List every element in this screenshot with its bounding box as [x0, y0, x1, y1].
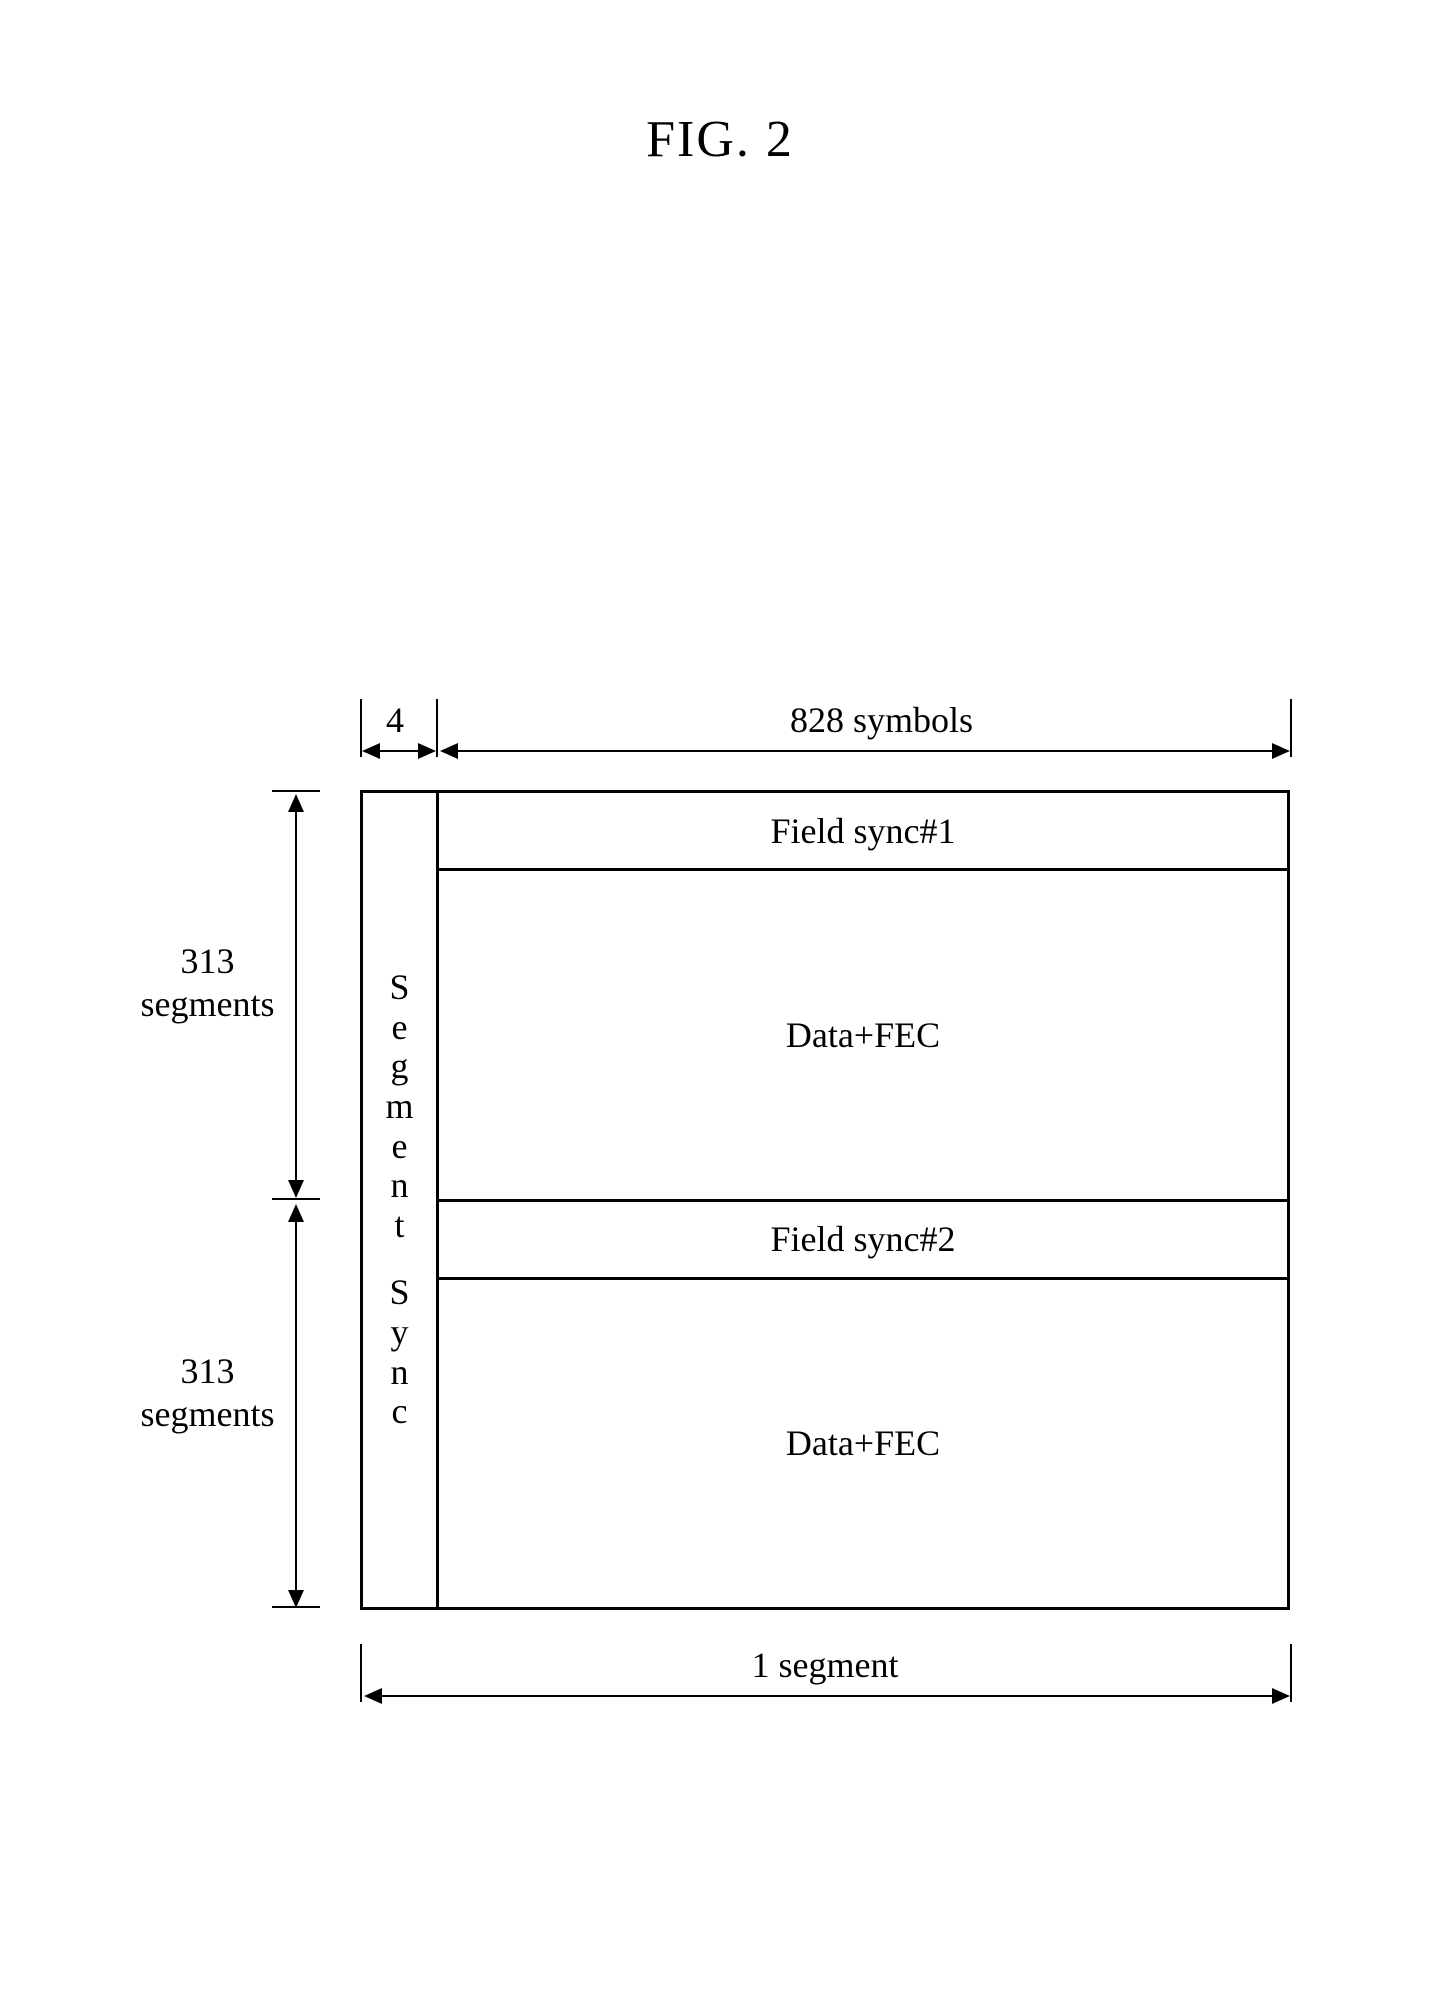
dimension-line — [456, 750, 1274, 752]
dimension-tick — [272, 790, 320, 792]
row-field-sync-2: Field sync#2 — [439, 1202, 1287, 1280]
dimension-label-payload-symbols: 828 symbols — [790, 699, 973, 741]
dimension-label-segment: 1 segment — [752, 1644, 899, 1686]
dimension-unit: segments — [141, 1394, 275, 1434]
payload-column: Field sync#1 Data+FEC Field sync#2 Data+… — [439, 793, 1287, 1607]
dimension-line — [380, 1695, 1274, 1697]
frame-table: Segment Sync Field sync#1 Data+FEC Field… — [360, 790, 1290, 1610]
arrow-down-icon — [288, 1180, 304, 1198]
dimension-tick — [360, 1644, 362, 1702]
dimension-tick — [436, 699, 438, 757]
arrow-right-icon — [1272, 743, 1290, 759]
dimension-tick — [272, 1198, 320, 1200]
dimension-label-field2: 313 segments — [140, 1350, 275, 1436]
arrow-right-icon — [418, 743, 436, 759]
dimension-label-field1: 313 segments — [140, 940, 275, 1026]
dimension-tick — [1290, 1644, 1292, 1702]
dimension-unit: segments — [141, 984, 275, 1024]
arrow-right-icon — [1272, 1688, 1290, 1704]
dimension-value: 313 — [181, 1351, 235, 1391]
row-field-sync-1: Field sync#1 — [439, 793, 1287, 871]
diagram: 4 828 symbols 313 segments 313 segments — [150, 790, 1290, 1800]
dimension-line — [295, 810, 297, 1182]
dimension-tick — [272, 1606, 320, 1608]
dimension-label-sync-symbols: 4 — [386, 699, 404, 741]
segment-sync-column: Segment Sync — [363, 793, 439, 1607]
row-data-fec-2: Data+FEC — [439, 1280, 1287, 1608]
row-data-fec-1: Data+FEC — [439, 871, 1287, 1202]
dimension-line — [378, 750, 420, 752]
dimension-line — [295, 1220, 297, 1592]
figure-title: FIG. 2 — [646, 110, 794, 169]
dimension-tick — [1290, 699, 1292, 757]
dimension-value: 313 — [181, 941, 235, 981]
segment-sync-label: Segment Sync — [385, 968, 413, 1432]
